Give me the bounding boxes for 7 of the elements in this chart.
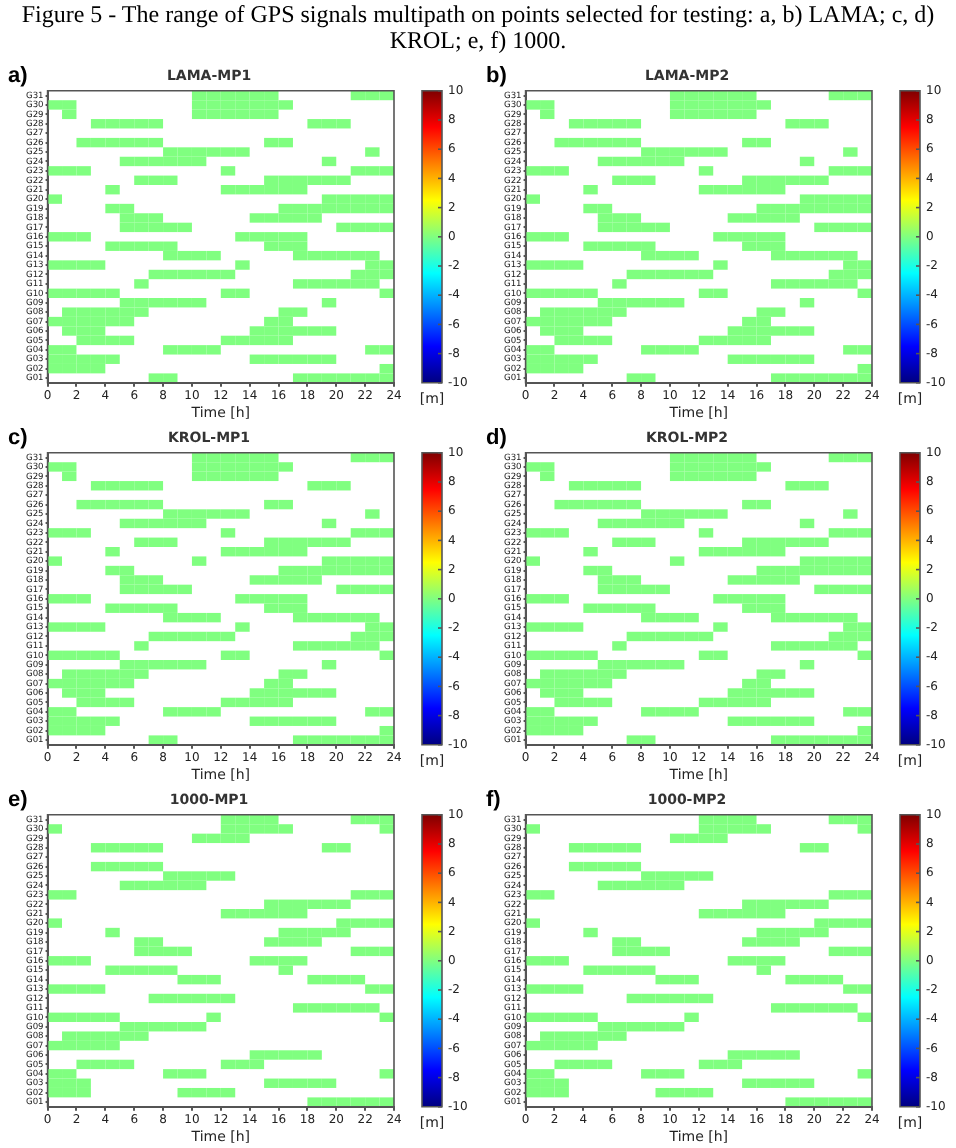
text: b) [486,64,507,88]
caption: Figure 5 - The range of GPS signals multipath on points selected for testing: a, b) LAMA; c, d) KROL; e, f) 1000. [19,0,937,54]
text: e) [8,788,28,812]
text: a) [8,64,28,88]
text: f) [486,788,501,812]
text: c) [8,426,28,450]
text: d) [486,426,507,450]
